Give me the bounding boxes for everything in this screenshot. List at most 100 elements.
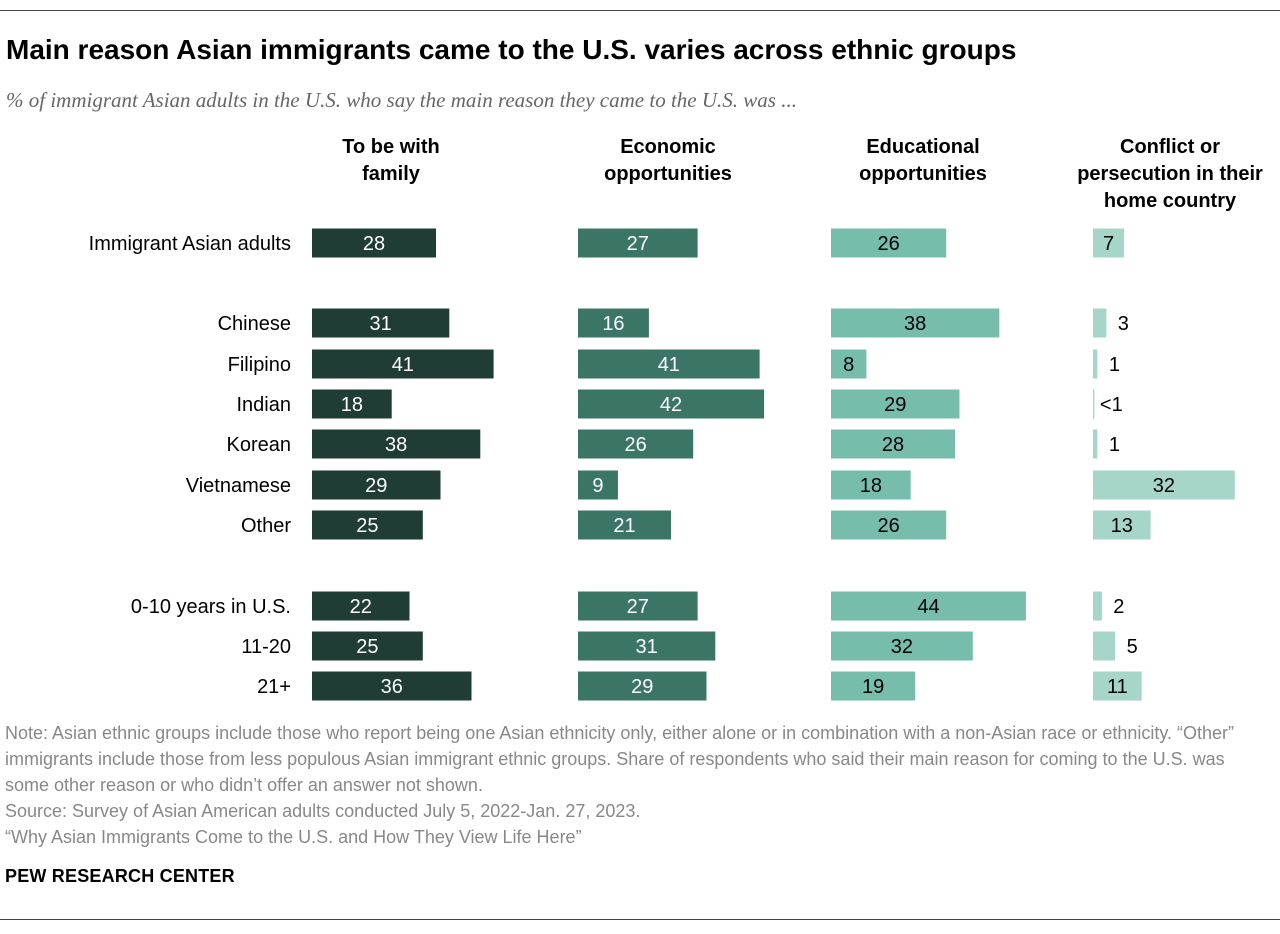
value-label: 32 [891,636,913,658]
bar-3 [831,631,973,661]
row-label: 0-10 years in U.S. [131,596,291,618]
column-header-4: Conflict or [1120,136,1220,158]
value-label: 18 [341,394,363,416]
chart-notes: Note: Asian ethnic groups include those … [5,720,1270,850]
value-label: 28 [882,434,904,456]
row-label: Other [241,515,291,537]
bar-2 [578,510,671,540]
row-label: Chinese [218,313,291,335]
column-header-2: Economic [620,136,716,158]
bar-4 [1093,308,1107,338]
bar-3 [831,228,947,258]
value-label: 2 [1113,596,1124,618]
value-label: 1 [1109,434,1120,456]
bar-1 [312,429,481,459]
bar-4 [1093,228,1124,258]
bar-1 [312,510,423,540]
bar-3 [831,389,960,419]
bar-4 [1093,349,1098,379]
bar-3 [831,671,916,701]
bar-4 [1093,591,1102,621]
bar-chart: To be with family Economic opportunities Edu… [89,136,1263,701]
value-label: 27 [627,233,649,255]
value-label: 31 [636,636,658,658]
bar-3 [831,470,911,500]
value-label: 7 [1103,233,1114,255]
value-label: 19 [862,676,884,698]
bar-2 [578,631,716,661]
row-label: 21+ [257,676,291,698]
value-label: 28 [363,233,385,255]
value-label: 29 [631,676,653,698]
bar-3 [831,510,947,540]
value-label: 26 [877,233,899,255]
value-label: 22 [350,596,372,618]
bar-2 [578,349,760,379]
value-label: 36 [381,676,403,698]
value-label: 3 [1118,313,1129,335]
bar-1 [312,228,436,258]
value-label: 44 [917,596,939,618]
value-label: 41 [658,354,680,376]
value-label: 13 [1111,515,1133,537]
value-label: 5 [1127,636,1138,658]
column-header-1: To be with [342,136,439,158]
value-label: 25 [356,515,378,537]
value-label: 26 [624,434,646,456]
source-text: Source: Survey of Asian American adults … [5,801,641,821]
bar-2 [578,671,707,701]
row-label: Filipino [228,354,291,376]
value-label: 29 [365,475,387,497]
value-label: 18 [860,475,882,497]
chart-title: Main reason Asian immigrants came to the… [6,34,1017,65]
value-label: 27 [627,596,649,618]
row-label: Indian [237,394,292,416]
note-text: Note: Asian ethnic groups include those … [5,723,1235,795]
bar-1 [312,631,423,661]
chart-subtitle: % of immigrant Asian adults in the U.S. … [6,88,797,112]
column-header-4: persecution in their [1077,163,1263,185]
bar-1 [312,389,392,419]
value-label: 38 [904,313,926,335]
report-title: “Why Asian Immigrants Come to the U.S. a… [5,827,582,847]
bar-2 [578,470,618,500]
value-label: 29 [884,394,906,416]
column-header-3: opportunities [859,163,987,185]
bar-3 [831,591,1026,621]
bar-1 [312,470,441,500]
value-label: 9 [592,475,603,497]
column-header-4: home country [1104,190,1237,212]
value-label: 42 [660,394,682,416]
bar-3 [831,349,867,379]
value-label: 21 [613,515,635,537]
bottom-rule [0,919,1280,920]
value-label: 1 [1109,354,1120,376]
bar-1 [312,308,450,338]
bar-1 [312,671,472,701]
value-label: 31 [370,313,392,335]
brand-name: PEW RESEARCH CENTER [5,866,235,886]
bar-1 [312,349,494,379]
bar-2 [578,228,698,258]
row-label: Immigrant Asian adults [89,233,291,255]
bar-2 [578,389,765,419]
bar-4 [1093,470,1235,500]
bar-3 [831,308,1000,338]
row-label: Vietnamese [186,475,291,497]
row-label: 11-20 [241,636,291,658]
value-label: 32 [1153,475,1175,497]
value-label: 11 [1107,676,1128,698]
value-label: 38 [385,434,407,456]
bar-4 [1093,510,1151,540]
bar-1 [312,591,410,621]
column-header-2: opportunities [604,163,732,185]
bar-4 [1093,671,1142,701]
value-label: 16 [602,313,624,335]
bar-2 [578,308,649,338]
bar-3 [831,429,955,459]
column-header-3: Educational [866,136,979,158]
value-label: 8 [843,354,854,376]
bar-2 [578,429,694,459]
bar-4 [1093,631,1116,661]
bar-4 [1093,429,1098,459]
